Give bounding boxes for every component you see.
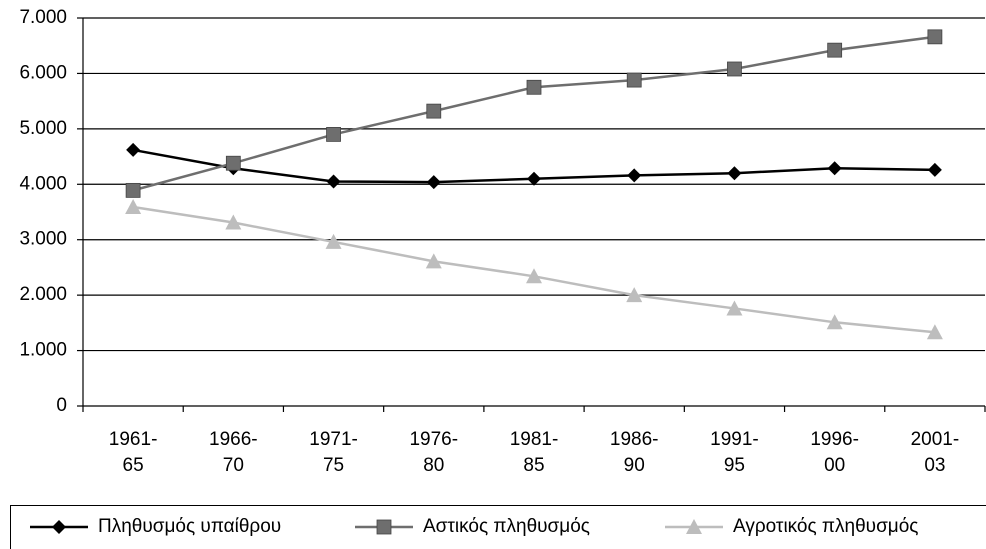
marker xyxy=(826,314,843,330)
marker xyxy=(927,29,943,45)
marker xyxy=(827,42,843,58)
marker xyxy=(125,199,142,215)
marker xyxy=(225,214,242,230)
y-tick-label: 2.000 xyxy=(19,284,67,305)
marker xyxy=(125,182,141,198)
x-tick-label: 1981-85 xyxy=(510,429,559,476)
marker xyxy=(376,519,392,535)
marker xyxy=(225,155,241,171)
marker xyxy=(527,171,541,186)
series-line xyxy=(132,35,936,192)
marker xyxy=(827,161,842,176)
legend-label: Αγροτικός πληθυσμός xyxy=(733,516,918,537)
marker xyxy=(727,166,742,181)
marker xyxy=(325,233,342,249)
y-tick-label: 4.000 xyxy=(19,173,67,194)
marker xyxy=(425,253,442,269)
x-tick-label: 1966-70 xyxy=(209,429,258,476)
y-tick-label: 0 xyxy=(56,395,67,416)
y-tick-label: 3.000 xyxy=(19,229,67,250)
x-tick-label: 1976-80 xyxy=(409,429,458,476)
x-tick-label: 2001-03 xyxy=(911,429,960,476)
marker xyxy=(426,175,441,190)
marker xyxy=(927,162,942,177)
x-tick-label: 1986-90 xyxy=(610,429,659,476)
marker xyxy=(526,268,542,284)
x-tick-label: 1961-65 xyxy=(109,429,158,476)
x-tick-label: 1991-95 xyxy=(710,429,759,476)
y-tick-label: 7.000 xyxy=(19,7,67,28)
marker xyxy=(726,300,743,316)
marker xyxy=(426,103,442,119)
x-tick-label: 1971-75 xyxy=(309,429,358,476)
legend-box xyxy=(10,505,986,549)
marker xyxy=(126,142,141,157)
marker xyxy=(526,79,542,95)
marker xyxy=(52,520,66,534)
legend-label: Πληθυσμός υπαίθρου xyxy=(98,516,281,537)
y-tick-label: 6.000 xyxy=(19,62,67,83)
marker xyxy=(926,324,943,340)
legend-label: Αστικός πληθυσμός xyxy=(423,516,590,537)
marker xyxy=(326,127,341,142)
y-tick-label: 1.000 xyxy=(19,340,67,361)
marker xyxy=(626,72,642,88)
x-tick-label: 1996-00 xyxy=(810,429,859,476)
marker xyxy=(326,174,341,189)
marker xyxy=(727,61,742,77)
y-tick-label: 5.000 xyxy=(19,118,67,139)
marker xyxy=(686,519,702,534)
marker xyxy=(626,287,643,303)
marker xyxy=(627,168,642,183)
